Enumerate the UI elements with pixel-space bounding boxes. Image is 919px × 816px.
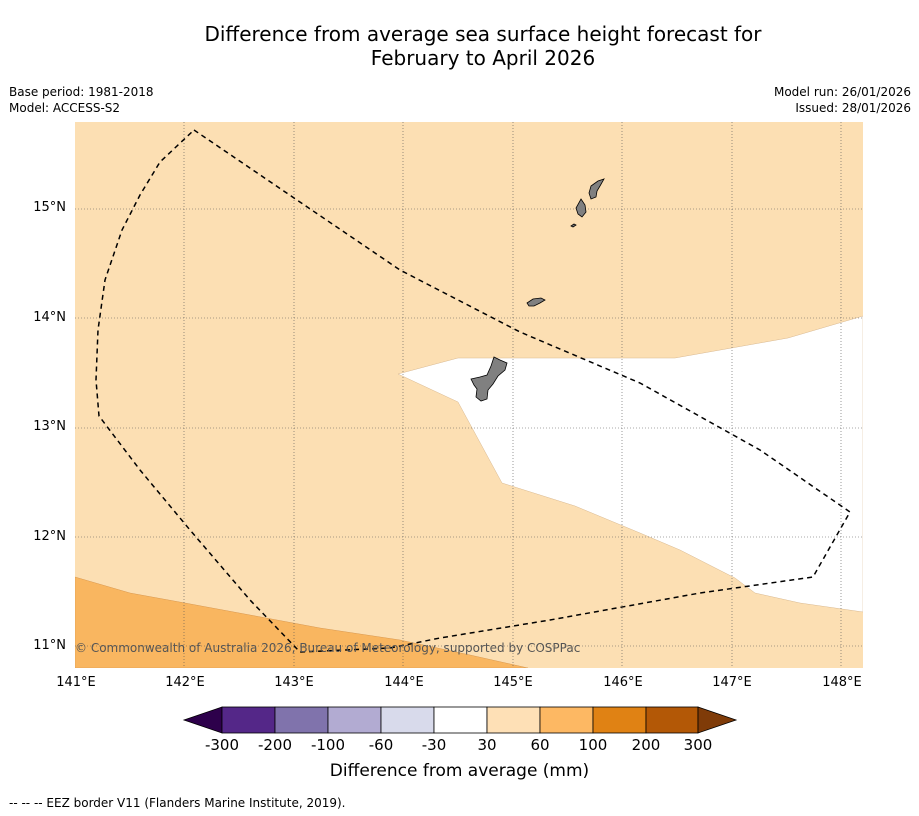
cb-tick-3: -100 <box>310 736 346 754</box>
title-line-1: Difference from average sea surface heig… <box>204 22 762 46</box>
cb-tick-4: -60 <box>368 736 394 754</box>
lon-label-148e: 148°E <box>822 675 862 690</box>
lon-label-147e: 147°E <box>712 675 752 690</box>
lon-label-146e: 146°E <box>603 675 643 690</box>
lon-label-142e: 142°E <box>165 675 205 690</box>
lon-label-145e: 145°E <box>493 675 533 690</box>
issued-date: Issued: 28/01/2026 <box>795 101 911 115</box>
meta-left: Base period: 1981-2018 Model: ACCESS-S2 <box>9 84 154 116</box>
meta-right: Model run: 26/01/2026 Issued: 28/01/2026 <box>774 84 911 116</box>
island-saipan <box>588 178 605 200</box>
neutral-region <box>397 315 863 613</box>
model-name: Model: ACCESS-S2 <box>9 101 121 115</box>
land-islands <box>470 178 605 402</box>
island-guam <box>470 356 508 402</box>
cb-tick-8: 100 <box>578 736 608 754</box>
lat-label-12n: 12°N <box>33 529 66 544</box>
eez-border <box>95 129 851 653</box>
cb-tick-2: -200 <box>257 736 293 754</box>
cb-tick-5: -30 <box>421 736 447 754</box>
island-rota <box>526 297 546 307</box>
island-aguijan <box>570 223 577 228</box>
cb-tick-9: 200 <box>631 736 661 754</box>
copyright-notice: © Commonwealth of Australia 2026, Bureau… <box>75 641 581 655</box>
lon-label-141e: 141°E <box>56 675 96 690</box>
colorbar <box>182 706 738 734</box>
cb-tick-1: -300 <box>204 736 240 754</box>
base-period: Base period: 1981-2018 <box>9 85 154 99</box>
lat-label-13n: 13°N <box>33 419 66 434</box>
lat-label-14n: 14°N <box>33 310 66 325</box>
colorbar-title: Difference from average (mm) <box>329 761 590 781</box>
chart-title: Difference from average sea surface heig… <box>0 22 919 70</box>
map-area <box>75 122 863 668</box>
lat-label-15n: 15°N <box>33 200 66 215</box>
gridlines <box>75 122 863 668</box>
lon-label-143e: 143°E <box>274 675 314 690</box>
island-tinian <box>575 198 587 218</box>
title-line-2: February to April 2026 <box>370 46 596 70</box>
cb-tick-7: 60 <box>530 736 550 754</box>
model-run: Model run: 26/01/2026 <box>773 85 911 99</box>
lon-label-144e: 144°E <box>384 675 424 690</box>
cb-tick-10: 300 <box>683 736 713 754</box>
lat-label-11n: 11°N <box>33 638 66 653</box>
cb-tick-6: 30 <box>477 736 497 754</box>
eez-footnote: -- -- -- EEZ border V11 (Flanders Marine… <box>9 796 346 810</box>
band-60-100 <box>75 576 529 668</box>
